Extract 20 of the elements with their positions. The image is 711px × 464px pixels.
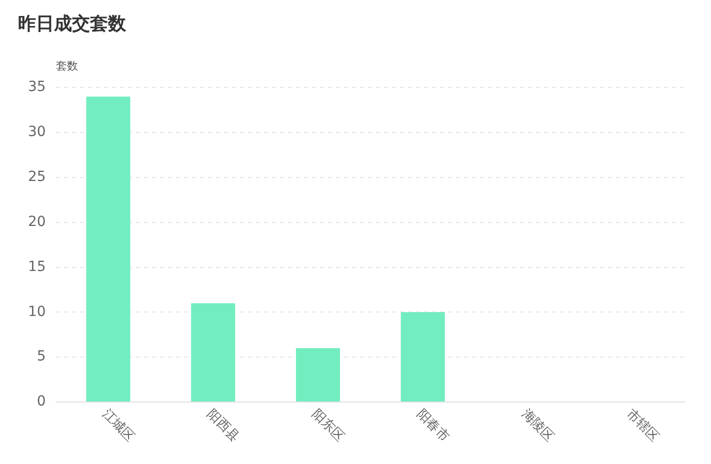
x-tick-label: 阳春市 (414, 406, 452, 445)
x-tick-label: 阳东区 (308, 406, 347, 445)
x-tick-label: 江城区 (99, 406, 138, 445)
x-tick-label: 海陵区 (518, 406, 557, 445)
x-tick-label: 市辖区 (623, 406, 662, 445)
bar (296, 348, 340, 402)
y-tick-label: 0 (36, 394, 46, 410)
x-tick-label: 阳西县 (204, 406, 242, 445)
y-tick-label: 10 (28, 304, 46, 320)
y-tick-label: 25 (28, 169, 46, 186)
y-tick-label: 20 (28, 214, 46, 230)
bar (191, 303, 236, 402)
y-tick-label: 5 (36, 348, 46, 365)
y-axis-title: 套数 (56, 60, 78, 73)
chart-title: 昨日成交套数 (18, 13, 127, 34)
y-tick-label: 15 (28, 258, 46, 275)
y-tick-label: 30 (28, 124, 46, 140)
bar (86, 96, 130, 402)
y-tick-label: 35 (28, 79, 46, 96)
bar (400, 312, 445, 402)
